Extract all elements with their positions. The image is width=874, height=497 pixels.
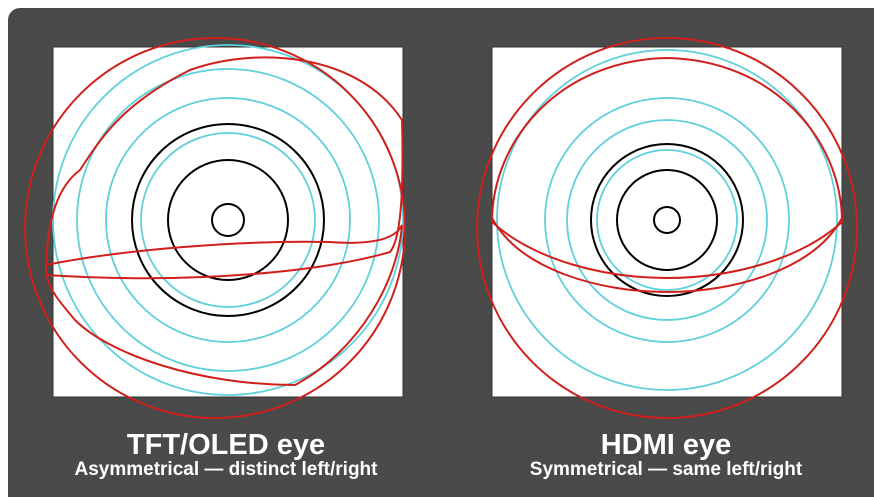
- hdmi-pupil: [653, 206, 681, 234]
- hdmi-lower-eyelid: [491, 217, 843, 294]
- hdmi-cyan-rings: [496, 49, 838, 391]
- hdmi-eye-square: [491, 46, 843, 398]
- tft-oled-subtitle: Asymmetrical — distinct left/right: [74, 459, 378, 480]
- tft-eyelid-outer-circle: [24, 37, 406, 419]
- hdmi-iris-inner: [616, 169, 718, 271]
- tft-iris-inner: [167, 159, 289, 281]
- hdmi-cyan-ring-inner: [596, 149, 738, 291]
- hdmi-black-outlines: [590, 143, 744, 297]
- tft-eye-square: [52, 46, 404, 398]
- hdmi-upper-eyelid: [491, 56, 844, 280]
- hdmi-eye: [476, 37, 858, 419]
- tft-red-eyelids: [24, 37, 406, 419]
- tft-iris-outer: [131, 123, 325, 317]
- tft-black-outlines: [131, 123, 325, 317]
- tft-cyan-ring-outer: [52, 44, 404, 396]
- hdmi-caption: HDMI eye Symmetrical — same left/right: [460, 430, 872, 480]
- hdmi-title: HDMI eye: [600, 429, 732, 461]
- tft-oled-title: TFT/OLED eye: [126, 429, 326, 461]
- tft-cyan-ring-inner: [140, 132, 316, 308]
- tft-cyan-ring-mid: [105, 97, 351, 343]
- hdmi-cyan-ring-large: [544, 97, 790, 343]
- hdmi-cyan-ring-mid: [566, 119, 768, 321]
- hdmi-red-eyelids: [476, 37, 858, 419]
- hdmi-eyelid-outer-circle: [476, 37, 858, 419]
- tft-oled-eye: [24, 37, 406, 419]
- tft-upper-eyelid: [45, 56, 404, 280]
- hdmi-iris-outer: [590, 143, 744, 297]
- tft-cyan-rings: [52, 44, 404, 396]
- tft-lower-eyelid: [45, 224, 403, 387]
- tft-pupil: [211, 203, 245, 237]
- tft-cyan-ring-large: [76, 68, 380, 372]
- tft-oled-caption: TFT/OLED eye Asymmetrical — distinct lef…: [20, 430, 432, 480]
- hdmi-cyan-ring-outer: [496, 49, 838, 391]
- hdmi-subtitle: Symmetrical — same left/right: [529, 459, 803, 480]
